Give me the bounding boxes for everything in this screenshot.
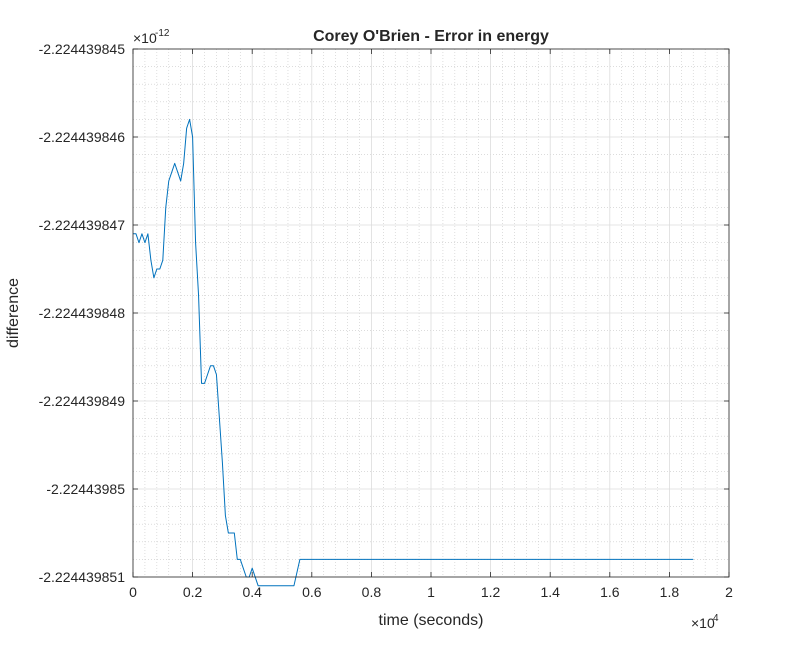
y-ticks: -2.224439845 -2.224439846 -2.224439847 -2.2… [39, 41, 729, 585]
x-ticks: 0 0.2 0.4 0.6 0.8 1 1.2 1.4 1.6 1.8 2 [129, 49, 733, 600]
x-tick-label: 0 [129, 584, 137, 600]
x-tick-label: 1.4 [540, 584, 560, 600]
y-tick-label: -2.224439847 [39, 217, 126, 233]
y-tick-label: -2.224439849 [39, 393, 126, 409]
y-axis-label: difference [5, 278, 22, 348]
x-axis-label: time (seconds) [379, 612, 484, 629]
x-tick-label: 1.8 [660, 584, 680, 600]
x-exponent-power: 4 [713, 613, 719, 624]
x-tick-label: 1.6 [600, 584, 620, 600]
y-tick-label: -2.224439846 [39, 129, 126, 145]
y-tick-label: -2.224439848 [39, 305, 126, 321]
chart-title: Corey O'Brien - Error in energy [313, 28, 549, 45]
x-tick-label: 1 [427, 584, 435, 600]
y-tick-label: -2.224439845 [39, 41, 126, 57]
x-tick-label: 0.6 [302, 584, 322, 600]
x-exponent-label: ×10 [691, 615, 715, 631]
x-tick-label: 0.8 [362, 584, 382, 600]
y-tick-label: -2.224439851 [39, 569, 126, 585]
y-tick-label: -2.22443985 [46, 481, 125, 497]
x-tick-label: 0.4 [242, 584, 262, 600]
y-exponent-power: -12 [155, 28, 170, 39]
x-tick-label: 1.2 [481, 584, 501, 600]
series-line [133, 118, 694, 587]
x-tick-label: 0.2 [183, 584, 203, 600]
y-exponent-label: ×10 [133, 30, 157, 46]
x-tick-label: 2 [725, 584, 733, 600]
